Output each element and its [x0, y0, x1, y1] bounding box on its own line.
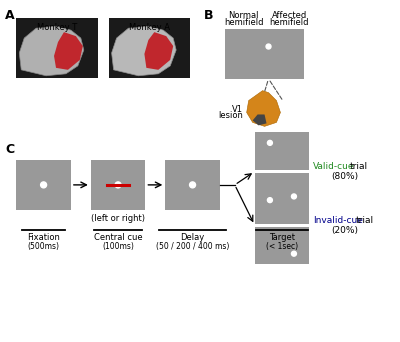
Text: V1: V1 [232, 105, 243, 114]
Text: Monkey A: Monkey A [129, 23, 170, 32]
Text: (50 / 200 / 400 ms): (50 / 200 / 400 ms) [156, 242, 229, 251]
Bar [255, 173, 309, 211]
Polygon shape [144, 32, 173, 70]
Text: (80%): (80%) [331, 172, 358, 181]
Text: C: C [5, 143, 14, 156]
Polygon shape [253, 115, 266, 126]
Text: Central cue: Central cue [94, 234, 142, 242]
Bar [255, 132, 309, 170]
Bar [109, 18, 190, 78]
Text: (left or right): (left or right) [91, 214, 145, 223]
Bar [91, 160, 145, 210]
Text: Valid-cue: Valid-cue [313, 162, 355, 171]
Text: Fixation: Fixation [27, 234, 60, 242]
Text: (100ms): (100ms) [102, 242, 134, 251]
Text: (20%): (20%) [331, 225, 358, 235]
Circle shape [268, 140, 272, 145]
Text: Monkey T: Monkey T [37, 23, 77, 32]
Polygon shape [19, 26, 84, 76]
Text: B: B [204, 9, 214, 22]
Polygon shape [54, 32, 83, 70]
Text: (500ms): (500ms) [28, 242, 60, 251]
Text: Target: Target [269, 234, 295, 242]
Bar [255, 226, 309, 264]
Text: A: A [5, 9, 15, 22]
Circle shape [190, 182, 196, 188]
Text: Delay: Delay [180, 234, 205, 242]
Circle shape [266, 44, 271, 49]
Text: hemifield: hemifield [270, 18, 309, 27]
Text: hemifield: hemifield [224, 18, 264, 27]
Text: (< 1sec): (< 1sec) [266, 242, 298, 251]
Text: trial: trial [350, 162, 368, 171]
Text: Invalid-cue: Invalid-cue [313, 215, 363, 225]
Circle shape [292, 194, 296, 199]
Bar [255, 186, 309, 224]
Text: trial: trial [356, 215, 374, 225]
Bar [225, 29, 304, 79]
Circle shape [292, 251, 296, 256]
Circle shape [41, 182, 46, 188]
Text: Affected: Affected [272, 11, 307, 20]
Bar [16, 18, 98, 78]
Bar [16, 160, 71, 210]
Circle shape [115, 182, 121, 188]
Bar [165, 160, 220, 210]
Polygon shape [112, 26, 176, 76]
Text: Normal: Normal [228, 11, 259, 20]
Text: lesion: lesion [218, 111, 243, 120]
Circle shape [268, 198, 272, 202]
Polygon shape [247, 91, 280, 126]
